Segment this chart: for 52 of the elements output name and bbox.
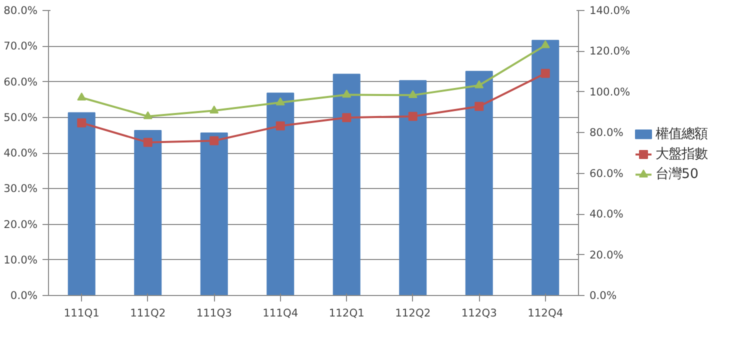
legend-label: 大盤指數 xyxy=(656,147,708,162)
point xyxy=(342,90,352,98)
bar xyxy=(532,40,560,296)
bar xyxy=(200,132,228,296)
y2-tick-label: 60.0% xyxy=(590,166,624,180)
point xyxy=(210,106,219,114)
y2-tick-label: 20.0% xyxy=(590,248,624,262)
y2-tick-label: 80.0% xyxy=(590,126,624,140)
point xyxy=(540,40,550,48)
point xyxy=(143,138,152,147)
y2-tick-label: 140.0% xyxy=(590,4,630,17)
x-tick-label: 111Q1 xyxy=(64,306,100,320)
point xyxy=(276,97,285,106)
y-tick-label: 70.0% xyxy=(4,40,38,53)
y2-tick-label: 40.0% xyxy=(590,208,624,221)
legend-label: 權值總額 xyxy=(656,126,708,142)
x-tick-label: 112Q1 xyxy=(328,306,364,320)
y-tick-label: 20.0% xyxy=(4,218,38,231)
point xyxy=(408,112,418,121)
point xyxy=(77,118,86,128)
y2-tick-label: 100.0% xyxy=(590,85,630,98)
point xyxy=(540,68,550,78)
point xyxy=(210,136,219,146)
point xyxy=(474,80,484,88)
x-tick-label: 111Q4 xyxy=(262,306,298,320)
x-tick-label: 112Q2 xyxy=(395,306,431,320)
legend-label: 台灣50 xyxy=(656,167,698,182)
bar xyxy=(266,92,294,296)
y-tick-label: 10.0% xyxy=(4,253,38,266)
bar xyxy=(68,112,96,296)
point xyxy=(276,121,285,130)
x-tick-label: 111Q3 xyxy=(196,306,232,320)
y2-tick-label: 0.0% xyxy=(590,289,617,302)
point xyxy=(408,90,418,98)
y-tick-label: 60.0% xyxy=(4,75,38,88)
bar xyxy=(399,80,427,296)
bar xyxy=(134,130,162,296)
x-tick-label: 112Q3 xyxy=(461,306,497,320)
y2-tick-label: 120.0% xyxy=(590,44,630,58)
point xyxy=(77,92,86,100)
y-tick-label: 50.0% xyxy=(4,110,38,124)
point xyxy=(474,102,484,111)
point xyxy=(143,111,152,120)
x-tick-label: 112Q4 xyxy=(528,306,564,320)
y-tick-label: 80.0% xyxy=(4,4,38,17)
bar xyxy=(332,74,360,296)
y-tick-label: 40.0% xyxy=(4,146,38,160)
y-tick-label: 30.0% xyxy=(4,182,38,196)
point xyxy=(342,113,352,122)
bar xyxy=(465,70,493,296)
y-tick-label: 0.0% xyxy=(10,289,38,302)
x-tick-label: 111Q2 xyxy=(130,306,166,320)
